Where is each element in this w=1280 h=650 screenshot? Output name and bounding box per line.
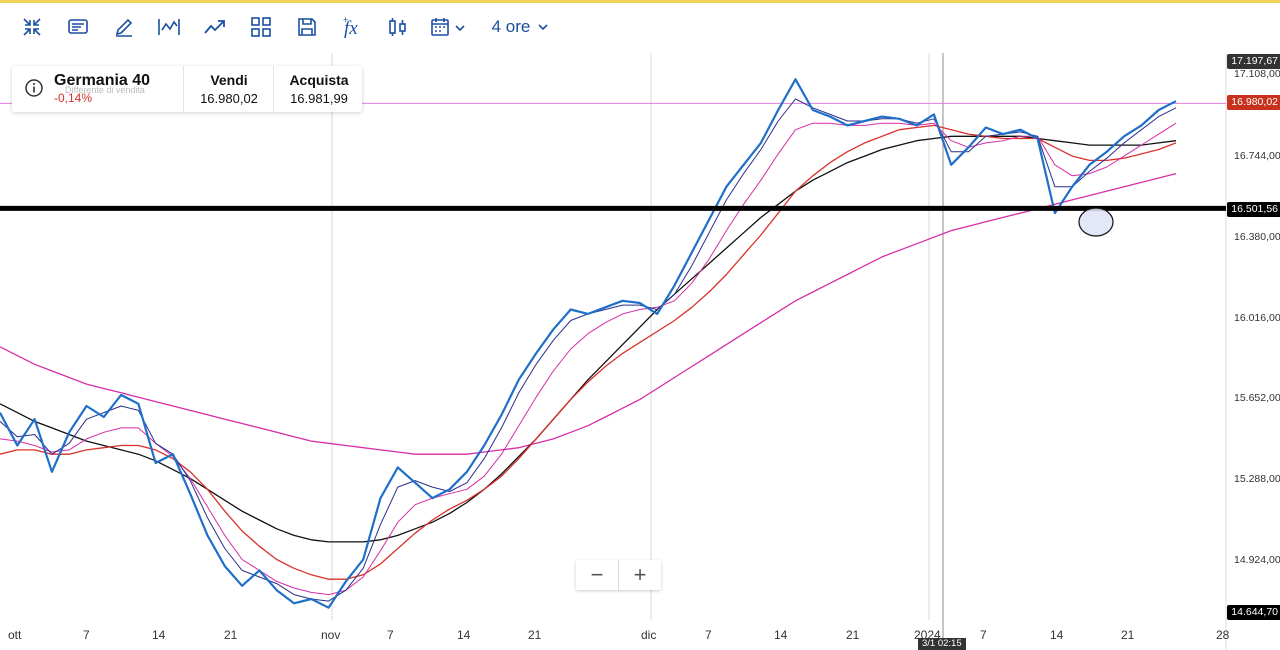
buy-button[interactable]: Acquista 16.981,99	[274, 72, 364, 106]
sell-button[interactable]: Vendi 16.980,02	[184, 72, 274, 106]
time-tick: 14	[774, 628, 788, 642]
time-tick: 14	[1050, 628, 1064, 642]
price-low-label: 14.644,70	[1227, 605, 1280, 620]
price-tick: 15.652,00	[1234, 392, 1280, 404]
time-tick: 7	[83, 628, 90, 642]
save-icon[interactable]	[293, 9, 321, 45]
price-level-label: 16.501,56	[1227, 202, 1280, 217]
highlight-ellipse	[1078, 207, 1114, 237]
price-chart[interactable]	[0, 53, 1280, 650]
slow-average-line	[0, 172, 1177, 455]
timeframe-label: 4 ore	[491, 17, 531, 36]
pencil-icon[interactable]	[110, 9, 138, 45]
instrument-change: -0,14%	[54, 91, 93, 105]
instrument-ghost-text: Differente di vendita	[65, 85, 145, 95]
time-tick: 21	[1121, 628, 1135, 642]
price-tick: 14.924,00	[1234, 554, 1280, 566]
instrument-info-card: Differente di vendita Germania 40 -0,14%…	[12, 66, 362, 112]
timeframe-select[interactable]: 4 ore	[488, 9, 554, 45]
time-tick: 14	[457, 628, 471, 642]
svg-text:+: +	[343, 15, 348, 25]
price-series-line	[0, 78, 1177, 609]
sell-header: Vendi	[210, 72, 248, 88]
zoom-in-button[interactable]: +	[633, 562, 647, 587]
time-tick: 14	[152, 628, 166, 642]
compress-icon[interactable]	[18, 9, 46, 45]
price-tick: 16.016,00	[1234, 312, 1280, 324]
price-tick: 16.380,00	[1234, 231, 1280, 243]
chart-toolbar: fx + 4 ore	[0, 3, 1280, 51]
line-chart-icon[interactable]	[155, 9, 183, 45]
candlestick-icon[interactable]	[384, 9, 412, 45]
price-tick: 17.108,00	[1234, 68, 1280, 80]
zoom-controls: − +	[576, 560, 661, 590]
top-accent-strip	[0, 0, 1280, 3]
medium-average-line	[0, 124, 1177, 580]
svg-text:fx: fx	[344, 18, 358, 39]
time-tick: 7	[705, 628, 712, 642]
crosshair-time-label: 3/1 02:15	[918, 638, 966, 650]
time-tick: 28	[1216, 628, 1230, 642]
time-tick: 7	[387, 628, 394, 642]
time-tick: ott	[8, 628, 22, 642]
long-average-line	[0, 135, 1177, 543]
buy-header: Acquista	[289, 72, 349, 88]
chart-settings-icon[interactable]	[64, 9, 92, 45]
time-tick: 21	[528, 628, 542, 642]
calendar-icon[interactable]	[428, 9, 468, 45]
sell-price: 16.980,02	[200, 91, 258, 106]
chevron-down-icon	[538, 24, 548, 31]
time-tick: 7	[980, 628, 987, 642]
time-tick: nov	[321, 628, 341, 642]
fast-average-line	[0, 98, 1177, 602]
price-high-label: 17.197,67	[1227, 54, 1280, 69]
price-tick: 15.288,00	[1234, 473, 1280, 485]
buy-price: 16.981,99	[290, 91, 348, 106]
zoom-out-button[interactable]: −	[590, 562, 604, 587]
grid-layout-icon[interactable]	[247, 9, 275, 45]
price-tick: 16.744,00	[1234, 150, 1280, 162]
trend-icon[interactable]	[201, 9, 229, 45]
short-average-line	[0, 122, 1177, 596]
info-icon[interactable]	[24, 78, 44, 98]
instrument-name: Germania 40	[54, 72, 151, 89]
time-tick: 21	[846, 628, 860, 642]
function-icon[interactable]: fx +	[339, 9, 367, 45]
price-last-label: 16.980,02	[1227, 95, 1280, 110]
time-tick: dic	[641, 628, 657, 642]
time-tick: 21	[224, 628, 238, 642]
